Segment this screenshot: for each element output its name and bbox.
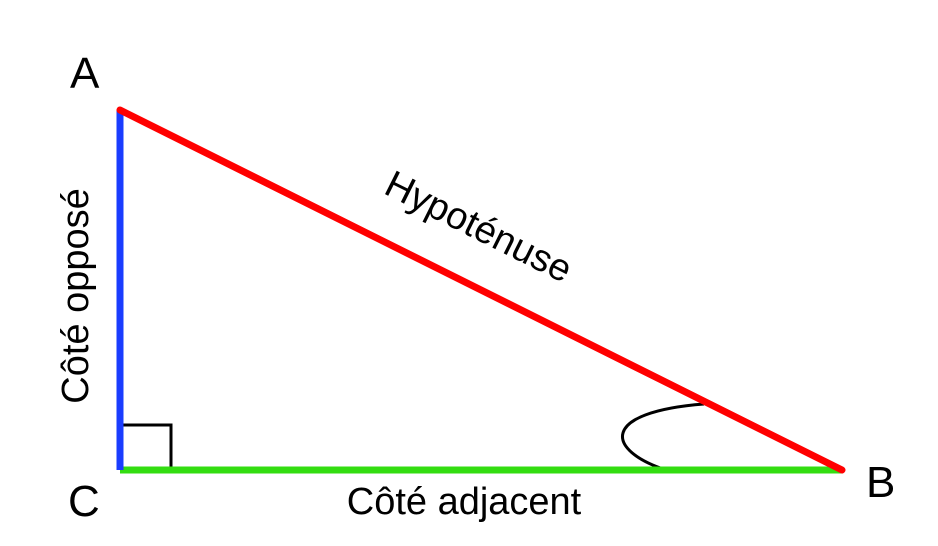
angle-arc-b bbox=[621, 402, 705, 472]
opposite-side-label: Côté opposé bbox=[55, 188, 97, 404]
vertex-label-c: C bbox=[68, 477, 100, 526]
right-angle-marker bbox=[120, 423, 173, 470]
adjacent-side-label: Côté adjacent bbox=[347, 481, 582, 523]
hypotenuse-label: Hypoténuse bbox=[378, 163, 578, 291]
vertex-label-b: B bbox=[866, 458, 895, 507]
hypotenuse-side bbox=[116, 106, 846, 474]
vertex-label-a: A bbox=[70, 49, 100, 98]
